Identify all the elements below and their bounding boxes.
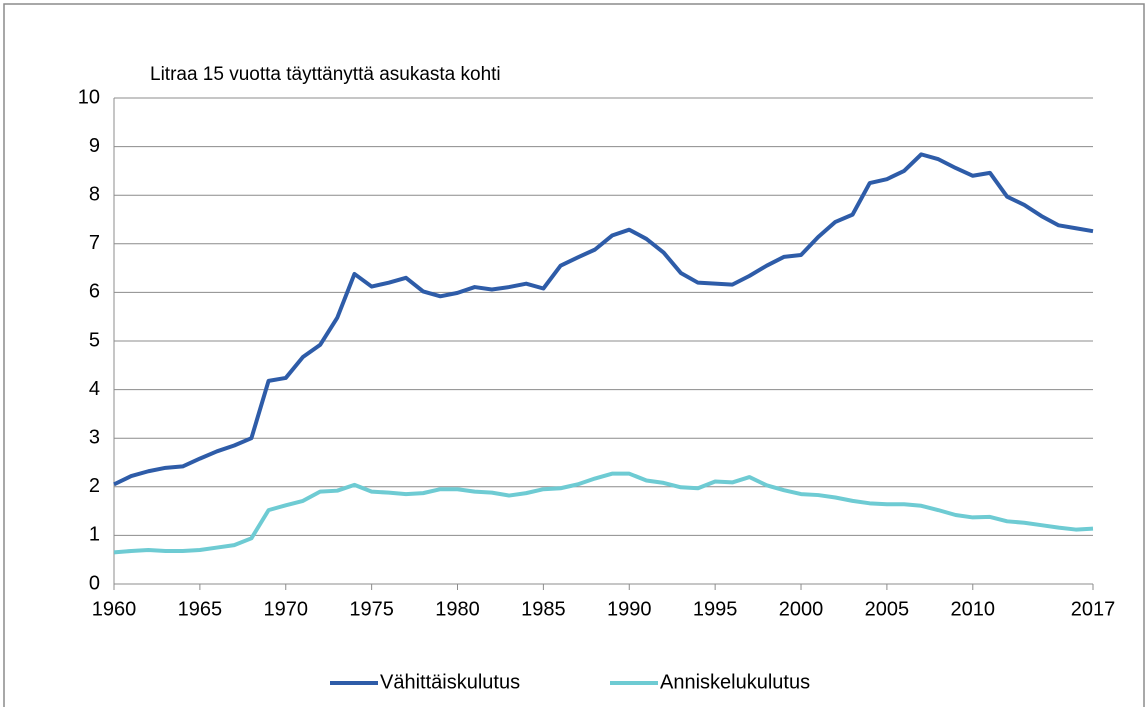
y-tick-label: 0 bbox=[89, 572, 100, 594]
x-tick-label: 1995 bbox=[693, 598, 738, 620]
chart-title: Litraa 15 vuotta täyttänyttä asukasta ko… bbox=[150, 64, 501, 85]
x-tick-label: 1960 bbox=[92, 598, 137, 620]
legend-label: Anniskelukulutus bbox=[660, 671, 810, 693]
y-tick-label: 9 bbox=[89, 135, 100, 157]
legend-label: Vähittäiskulutus bbox=[380, 671, 520, 693]
x-tick-label: 2017 bbox=[1071, 598, 1116, 620]
series-line bbox=[113, 471, 1094, 555]
y-tick-label: 10 bbox=[78, 86, 100, 108]
y-tick-label: 6 bbox=[89, 281, 100, 303]
y-tick-label: 1 bbox=[89, 524, 100, 546]
x-tick-label: 2005 bbox=[865, 598, 910, 620]
y-tick-label: 7 bbox=[89, 232, 100, 254]
x-tick-label: 1965 bbox=[178, 598, 223, 620]
x-tick-label: 1990 bbox=[607, 598, 652, 620]
x-tick-label: 1975 bbox=[349, 598, 394, 620]
x-tick-label: 1970 bbox=[264, 598, 309, 620]
chart-frame bbox=[3, 3, 1145, 707]
y-tick-label: 3 bbox=[89, 426, 100, 448]
y-tick-label: 5 bbox=[89, 329, 100, 351]
y-tick-label: 2 bbox=[89, 475, 100, 497]
x-tick-label: 1985 bbox=[521, 598, 566, 620]
y-tick-label: 8 bbox=[89, 183, 100, 205]
x-tick-label: 2010 bbox=[951, 598, 996, 620]
x-tick-label: 2000 bbox=[779, 598, 824, 620]
y-tick-label: 4 bbox=[89, 378, 100, 400]
series-line bbox=[113, 152, 1094, 487]
x-tick-label: 1980 bbox=[435, 598, 480, 620]
